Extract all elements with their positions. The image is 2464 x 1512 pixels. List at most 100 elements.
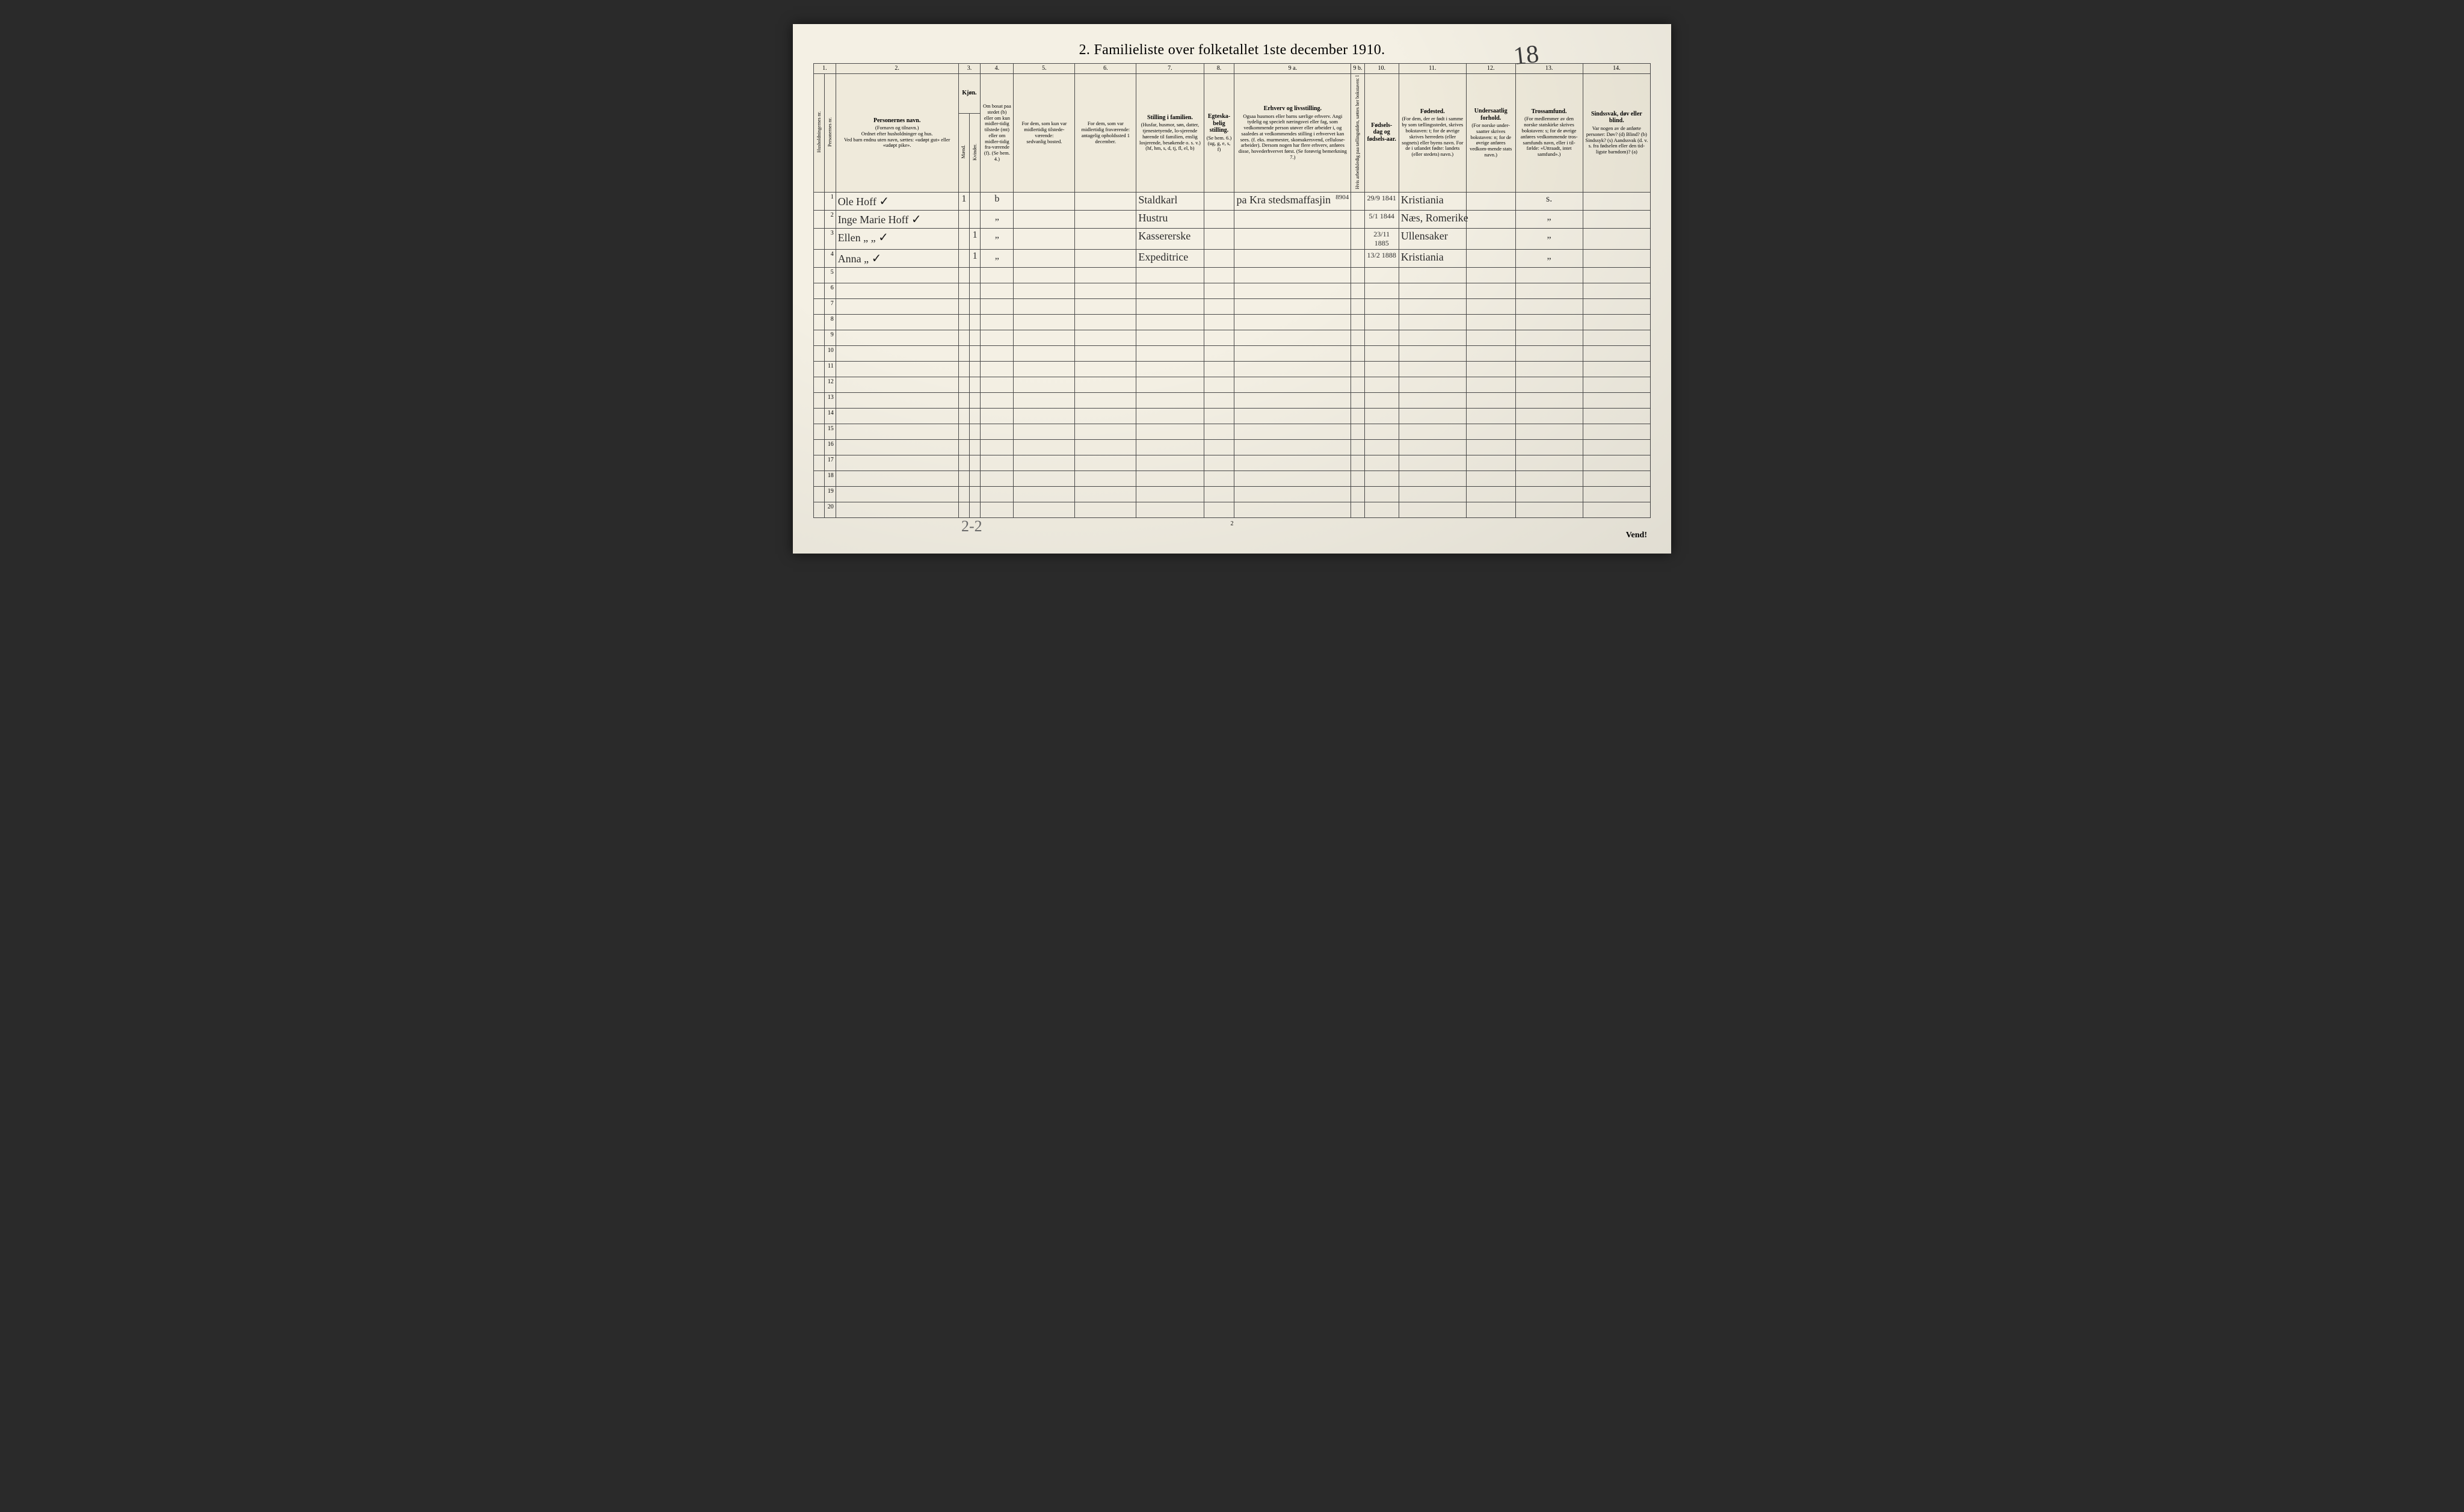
- cell-9b: [1351, 211, 1364, 229]
- cell-empty: [1515, 487, 1583, 502]
- pencil-note: 2-2: [961, 517, 982, 535]
- cell-8: [1204, 211, 1234, 229]
- cell-empty: [1204, 362, 1234, 377]
- cell-empty: [1399, 330, 1466, 346]
- cell-empty: [1515, 283, 1583, 299]
- cell-tros: „: [1515, 250, 1583, 268]
- cell-empty: [981, 393, 1014, 409]
- col-name: Personernes navn. (Fornavn og tilnavn.) …: [836, 73, 958, 193]
- cell-empty: [836, 362, 958, 377]
- cell-empty: [1204, 393, 1234, 409]
- row-hh: [814, 377, 825, 393]
- table-row-empty: 8: [814, 315, 1651, 330]
- cell-empty: [958, 455, 969, 471]
- cell-empty: [1515, 409, 1583, 424]
- row-hh: [814, 193, 825, 211]
- cell-empty: [836, 346, 958, 362]
- row-pn: 18: [825, 471, 836, 487]
- cell-empty: [969, 487, 980, 502]
- cell-empty: [1515, 346, 1583, 362]
- cell-empty: [1515, 455, 1583, 471]
- cell-empty: [1351, 471, 1364, 487]
- cell-empty: [958, 409, 969, 424]
- cell-empty: [1075, 268, 1136, 283]
- cell-empty: [958, 487, 969, 502]
- cell-empty: [836, 440, 958, 455]
- col-sex: Kjøn.: [958, 73, 981, 114]
- cell-empty: [1075, 346, 1136, 362]
- cell-empty: [836, 409, 958, 424]
- cell-9b: [1351, 250, 1364, 268]
- cell-empty: [1399, 502, 1466, 518]
- table-row: 3Ellen „ „ ✓1„Kassererske23/11 1885Ullen…: [814, 229, 1651, 250]
- cell-empty: [1364, 299, 1399, 315]
- cell-empty: [1466, 346, 1515, 362]
- cell-empty: [1204, 502, 1234, 518]
- col-12: Undersaatlig forhold. (For norske under-…: [1466, 73, 1515, 193]
- cell-empty: [1351, 455, 1364, 471]
- cell-empty: [1399, 440, 1466, 455]
- row-pn: 15: [825, 424, 836, 440]
- col-10: Fødsels-dag og fødsels-aar.: [1364, 73, 1399, 193]
- cell-empty: [1351, 502, 1364, 518]
- cell-empty: [1351, 440, 1364, 455]
- cell-empty: [836, 283, 958, 299]
- colnum-7: 7.: [1136, 64, 1204, 74]
- cell-8: [1204, 250, 1234, 268]
- cell-empty: [958, 377, 969, 393]
- cell-empty: [1466, 362, 1515, 377]
- row-pn: 6: [825, 283, 836, 299]
- cell-empty: [1234, 315, 1351, 330]
- cell-empty: [1136, 362, 1204, 377]
- cell-empty: [1075, 330, 1136, 346]
- cell-empty: [1466, 502, 1515, 518]
- col-7: Stilling i familien. (Husfar, husmor, sø…: [1136, 73, 1204, 193]
- cell-5: [1014, 193, 1075, 211]
- colnum-5: 5.: [1014, 64, 1075, 74]
- table-row: 1Ole Hoff ✓1bStaldkarlpa Kra stedsmaffas…: [814, 193, 1651, 211]
- cell-empty: [1075, 440, 1136, 455]
- cell-name: Inge Marie Hoff ✓: [836, 211, 958, 229]
- cell-empty: [1014, 315, 1075, 330]
- cell-empty: [981, 502, 1014, 518]
- cell-empty: [1234, 393, 1351, 409]
- row-hh: [814, 471, 825, 487]
- cell-empty: [836, 315, 958, 330]
- cell-empty: [1204, 283, 1234, 299]
- vend-label: Vend!: [1626, 531, 1647, 540]
- cell-empty: [1014, 299, 1075, 315]
- footer-page-number: 2: [813, 520, 1651, 527]
- row-pn: 19: [825, 487, 836, 502]
- cell-14: [1583, 229, 1650, 250]
- cell-empty: [969, 330, 980, 346]
- cell-empty: [1364, 377, 1399, 393]
- cell-empty: [1136, 487, 1204, 502]
- cell-empty: [958, 315, 969, 330]
- cell-6: [1075, 211, 1136, 229]
- cell-empty: [1234, 377, 1351, 393]
- cell-stilling: Expeditrice: [1136, 250, 1204, 268]
- cell-empty: [1075, 377, 1136, 393]
- cell-empty: [958, 283, 969, 299]
- colnum-9b: 9 b.: [1351, 64, 1364, 74]
- colnum-4: 4.: [981, 64, 1014, 74]
- row-hh: [814, 346, 825, 362]
- cell-empty: [1014, 283, 1075, 299]
- cell-sex-k: 1: [969, 229, 980, 250]
- cell-empty: [958, 393, 969, 409]
- cell-empty: [1136, 299, 1204, 315]
- cell-empty: [1515, 393, 1583, 409]
- cell-empty: [1583, 362, 1650, 377]
- row-pn: 7: [825, 299, 836, 315]
- row-hh: [814, 424, 825, 440]
- cell-empty: [1583, 409, 1650, 424]
- cell-empty: [1466, 283, 1515, 299]
- cell-empty: [958, 362, 969, 377]
- cell-empty: [1204, 299, 1234, 315]
- table-row: 4Anna „ ✓1„Expeditrice13/2 1888Kristiani…: [814, 250, 1651, 268]
- cell-empty: [1399, 455, 1466, 471]
- table-body: 1Ole Hoff ✓1bStaldkarlpa Kra stedsmaffas…: [814, 193, 1651, 518]
- cell-empty: [969, 315, 980, 330]
- cell-empty: [1583, 487, 1650, 502]
- cell-empty: [1583, 471, 1650, 487]
